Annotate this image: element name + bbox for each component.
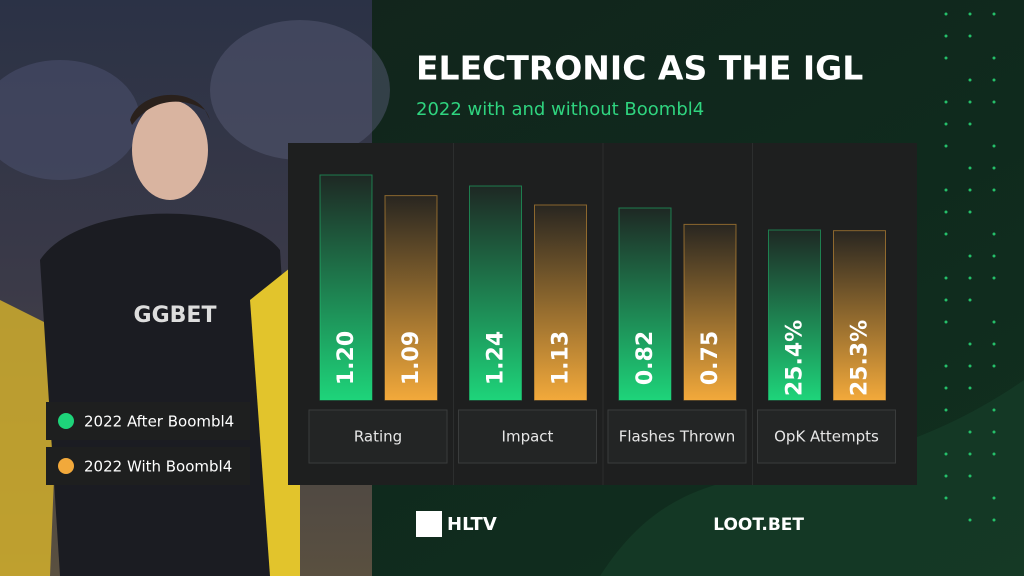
dot bbox=[944, 210, 948, 214]
dot bbox=[992, 166, 996, 170]
dot bbox=[968, 100, 972, 104]
dot bbox=[944, 320, 948, 324]
dot bbox=[944, 452, 948, 456]
dot bbox=[944, 298, 948, 302]
value-label: 1.09 bbox=[399, 331, 424, 385]
dot bbox=[944, 276, 948, 280]
category-label: Rating bbox=[354, 428, 402, 446]
dot bbox=[992, 232, 996, 236]
value-label: 0.82 bbox=[633, 331, 658, 385]
dot bbox=[992, 188, 996, 192]
dot bbox=[968, 364, 972, 368]
value-label: 1.13 bbox=[549, 331, 574, 385]
dot bbox=[992, 452, 996, 456]
dot bbox=[968, 386, 972, 390]
category-label: Impact bbox=[502, 428, 554, 446]
dot bbox=[944, 408, 948, 412]
dot bbox=[992, 364, 996, 368]
category-label: OpK Attempts bbox=[774, 428, 879, 446]
dot bbox=[992, 12, 996, 16]
legend-label: 2022 With Boombl4 bbox=[84, 458, 232, 476]
value-label: 0.75 bbox=[698, 331, 723, 385]
dot bbox=[992, 342, 996, 346]
dot bbox=[968, 298, 972, 302]
bar bbox=[768, 229, 821, 401]
dot bbox=[992, 254, 996, 258]
bar bbox=[683, 223, 737, 401]
dot bbox=[992, 78, 996, 82]
dot bbox=[968, 452, 972, 456]
dot bbox=[992, 496, 996, 500]
legend-label: 2022 After Boombl4 bbox=[84, 413, 234, 431]
dot bbox=[968, 188, 972, 192]
dot bbox=[944, 34, 948, 38]
dot bbox=[992, 320, 996, 324]
dot bbox=[944, 144, 948, 148]
dot bbox=[968, 342, 972, 346]
value-label: 25.3% bbox=[848, 320, 873, 396]
bar bbox=[384, 195, 438, 401]
dot bbox=[968, 122, 972, 126]
dot bbox=[944, 232, 948, 236]
bar bbox=[618, 207, 672, 401]
dot bbox=[968, 254, 972, 258]
hltv-logo: HLTV bbox=[447, 514, 497, 535]
dot bbox=[944, 100, 948, 104]
dot bbox=[968, 78, 972, 82]
value-label: 1.24 bbox=[484, 331, 509, 385]
bar bbox=[534, 204, 587, 401]
dot bbox=[992, 518, 996, 522]
value-label: 1.20 bbox=[334, 331, 359, 385]
dot bbox=[944, 496, 948, 500]
title: ELECTRONIC AS THE IGL bbox=[416, 49, 863, 88]
dot bbox=[944, 122, 948, 126]
category-box bbox=[757, 409, 896, 464]
dot bbox=[968, 276, 972, 280]
dot bbox=[992, 276, 996, 280]
legend-box bbox=[46, 447, 250, 485]
dot bbox=[992, 408, 996, 412]
subtitle: 2022 with and without Boombl4 bbox=[416, 99, 704, 120]
dot bbox=[992, 144, 996, 148]
svg-text:GGBET: GGBET bbox=[134, 303, 217, 328]
bar bbox=[469, 185, 522, 401]
legend-swatch bbox=[58, 458, 74, 474]
dot bbox=[968, 474, 972, 478]
dot bbox=[944, 188, 948, 192]
dot bbox=[992, 430, 996, 434]
decor-dots bbox=[944, 12, 996, 522]
dot bbox=[968, 166, 972, 170]
dot bbox=[944, 474, 948, 478]
bar bbox=[833, 230, 886, 401]
plot: 1.20 1.09 Rating 1.24 1.13 Impact 0.82 0.75 Flas… bbox=[308, 143, 896, 485]
legend-swatch bbox=[58, 413, 74, 429]
category-box bbox=[308, 409, 448, 464]
dot bbox=[992, 56, 996, 60]
bar bbox=[319, 174, 373, 401]
legend: 2022 After Boombl4 2022 With Boombl4 bbox=[46, 402, 250, 485]
dot bbox=[968, 12, 972, 16]
dot bbox=[968, 518, 972, 522]
dot bbox=[944, 364, 948, 368]
category-box bbox=[458, 409, 597, 464]
lootbet-logo: LOOT.BET bbox=[713, 515, 804, 535]
legend-box bbox=[46, 402, 250, 440]
hltv-icon bbox=[416, 511, 442, 537]
dot bbox=[968, 34, 972, 38]
dot bbox=[944, 12, 948, 16]
category-label: Flashes Thrown bbox=[619, 428, 736, 446]
dot bbox=[992, 100, 996, 104]
dot bbox=[944, 56, 948, 60]
dot bbox=[968, 430, 972, 434]
dot bbox=[944, 386, 948, 390]
photo-person: GGBET bbox=[0, 20, 390, 576]
category-box bbox=[607, 409, 747, 464]
value-label: 25.4% bbox=[783, 320, 808, 396]
dot bbox=[968, 210, 972, 214]
